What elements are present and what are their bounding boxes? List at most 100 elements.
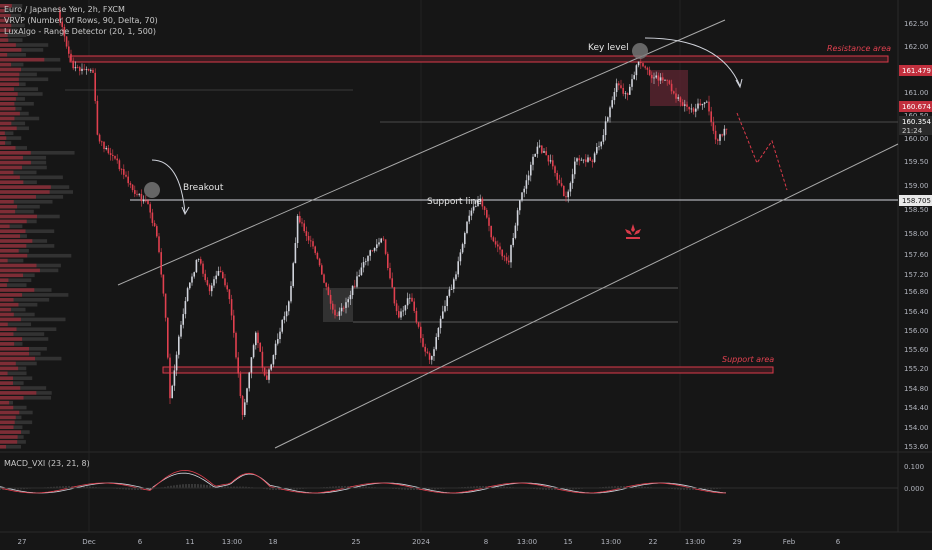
candle-body <box>712 122 715 131</box>
volume-row-delta <box>0 322 8 327</box>
candle-body <box>81 68 83 71</box>
symbol-title[interactable]: Euro / Japanese Yen, 2h, FXCM <box>4 5 125 14</box>
candle-body <box>411 297 413 302</box>
candle-body <box>360 267 363 276</box>
volume-row-delta <box>0 209 16 214</box>
candle-body <box>508 260 510 263</box>
candle-body <box>182 314 184 325</box>
candle-body <box>450 289 453 290</box>
volume-row-delta <box>0 57 45 62</box>
price-tick-label: 160.00 <box>904 135 929 143</box>
candle-body <box>439 318 442 329</box>
candle-body <box>424 346 426 352</box>
candle-body <box>717 139 719 141</box>
candle-body <box>173 370 176 386</box>
candle-body <box>215 275 217 280</box>
price-tick-label: 153.60 <box>904 443 929 451</box>
candle-body <box>307 235 310 241</box>
macd-signal-line <box>0 472 727 494</box>
candle-body <box>609 107 611 118</box>
channel-upper-line[interactable] <box>117 19 726 286</box>
volume-row <box>0 204 40 209</box>
volume-row-delta <box>0 87 14 91</box>
price-tick-label: 159.00 <box>904 182 929 190</box>
volume-row-delta <box>0 391 37 395</box>
candle-body <box>552 160 554 167</box>
candle-body <box>701 103 704 106</box>
candle-body <box>184 301 187 315</box>
candle-body <box>123 169 125 175</box>
candle-body <box>477 200 479 207</box>
candle-body <box>384 239 387 254</box>
candle-body <box>587 157 589 162</box>
volume-row <box>0 165 47 170</box>
volume-row-delta <box>0 141 6 145</box>
price-tick-label: 154.00 <box>904 424 929 432</box>
candle-body <box>369 250 371 256</box>
macd-legend[interactable]: MACD_VXI (23, 21, 8) <box>4 459 90 468</box>
time-tick-label: Dec <box>82 538 96 546</box>
candle-body <box>72 60 74 69</box>
candle-body <box>494 241 497 245</box>
macd-pane[interactable] <box>0 452 898 532</box>
volume-row-delta <box>0 420 15 425</box>
candle-body <box>648 69 651 75</box>
volume-row-delta <box>0 62 12 67</box>
breakout-arrowhead <box>181 206 190 216</box>
projection-path <box>736 112 788 191</box>
candle-body <box>296 216 299 244</box>
candle-body <box>402 310 404 312</box>
candle-body <box>266 375 268 380</box>
candle-body <box>107 148 110 154</box>
volume-row-delta <box>0 361 16 366</box>
candle-body <box>178 336 180 355</box>
candle-body <box>567 191 569 198</box>
candle-body <box>134 190 136 194</box>
candle-body <box>79 67 81 71</box>
candle-body <box>343 307 345 309</box>
candle-body <box>501 249 503 257</box>
time-axis[interactable]: 27 Dec 6 11 13:00 18 25 2024 8 13:00 15 13:00 22 13:0… <box>18 538 841 546</box>
candle-body <box>180 324 182 337</box>
volume-row-delta <box>0 268 40 273</box>
candle-body <box>59 10 61 22</box>
candle-body <box>131 184 134 191</box>
volume-row <box>0 121 26 126</box>
range-detector-label[interactable]: LuxAlgo - Range Detector (20, 1, 500) <box>4 27 157 36</box>
volume-row-delta <box>0 317 21 322</box>
volume-row <box>0 420 33 425</box>
current-price-badge <box>899 101 932 112</box>
candle-body <box>294 243 297 264</box>
price-tick-label: 155.20 <box>904 365 929 373</box>
channel-lower-line[interactable] <box>274 143 899 449</box>
candle-body <box>662 77 664 81</box>
price-tick-label: 155.60 <box>904 346 929 354</box>
candle-body <box>373 248 376 251</box>
resistance-zone[interactable] <box>69 55 889 63</box>
support-line-label: Support line <box>427 197 482 207</box>
volume-row-delta <box>0 351 30 356</box>
support-zone[interactable] <box>162 366 774 374</box>
candle-body <box>668 80 671 84</box>
resistance-price-badge <box>899 65 932 76</box>
vrvp-indicator-label[interactable]: VRVP (Number Of Rows, 90, Delta, 70) <box>4 16 158 25</box>
candle-body <box>611 100 613 108</box>
candle-body <box>167 317 169 358</box>
candle-body <box>435 337 437 350</box>
volume-row-delta <box>0 410 20 415</box>
candle-body <box>690 108 693 110</box>
candle-body <box>349 295 352 300</box>
candle-body <box>169 357 171 399</box>
volume-row-delta <box>0 244 27 248</box>
candle-body <box>618 83 620 86</box>
candle-body <box>488 217 490 226</box>
price-candles <box>59 6 728 420</box>
volume-row-delta <box>0 371 8 376</box>
price-axis[interactable]: 162.50162.00161.50161.00160.50160.00159.… <box>904 20 929 451</box>
time-tick-label: 15 <box>564 538 573 546</box>
candle-body <box>85 69 88 70</box>
main-pane[interactable] <box>0 0 898 452</box>
candle-body <box>560 183 563 186</box>
candle-body <box>512 237 514 246</box>
